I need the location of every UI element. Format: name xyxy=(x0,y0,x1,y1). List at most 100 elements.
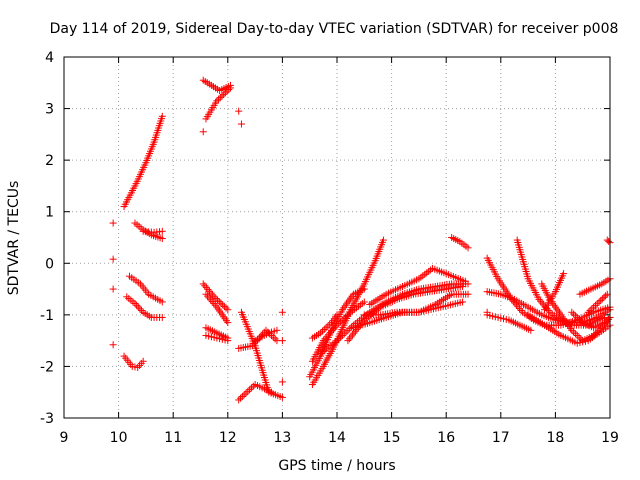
data-point-arc-t xyxy=(317,329,325,337)
data-point-arc-d xyxy=(158,298,166,306)
data-point-arc-t xyxy=(324,322,332,330)
y-tick-label: -1 xyxy=(40,308,54,324)
data-point-arc-s xyxy=(336,318,344,326)
x-tick-label: 14 xyxy=(328,430,346,446)
data-point-arc-i xyxy=(224,306,232,314)
data-point-arc-aj xyxy=(584,308,592,316)
data-point-arc-e xyxy=(134,303,142,311)
data-point-arc-n xyxy=(249,382,257,390)
data-point-arc-s xyxy=(345,310,353,318)
data-point-arc-n xyxy=(247,384,255,392)
data-point-arc-aj xyxy=(600,293,608,301)
x-tick-label: 12 xyxy=(219,430,237,446)
data-point-arc-h xyxy=(220,90,228,98)
x-tick-label: 13 xyxy=(273,430,291,446)
data-point-arc-i xyxy=(210,293,218,301)
chart-title: Day 114 of 2019, Sidereal Day-to-day VTE… xyxy=(50,21,619,37)
data-point-arc-v xyxy=(347,333,355,341)
data-point-arc-ah xyxy=(602,317,610,325)
data-point-arc-h xyxy=(218,92,226,100)
data-point-arc-aj xyxy=(586,307,594,315)
data-point-arc-ah xyxy=(604,315,612,323)
data-point-arc-ae xyxy=(571,330,579,338)
data-point-arc-s xyxy=(342,313,350,321)
data-point-arc-y xyxy=(459,298,467,306)
x-tick-label: 15 xyxy=(383,430,401,446)
x-tick-label: 10 xyxy=(110,430,128,446)
data-point-arc-u xyxy=(340,330,348,338)
data-point-arc-z xyxy=(464,244,472,252)
data-point-arc-q xyxy=(379,236,387,244)
data-points xyxy=(109,76,614,404)
data-point-isolated xyxy=(278,337,286,345)
data-point-arc-u xyxy=(335,335,343,343)
data-point-arc-n xyxy=(240,391,248,399)
data-point-isolated xyxy=(278,308,286,316)
data-point-arc-s xyxy=(340,315,348,323)
data-point-arc-i xyxy=(212,294,220,302)
data-point-arc-t xyxy=(326,320,334,328)
data-point-arc-ah xyxy=(571,312,579,320)
data-point-arc-e xyxy=(138,307,146,315)
data-point-arc-u xyxy=(342,328,350,336)
data-point-arc-i xyxy=(222,304,230,312)
data-point-arc-t xyxy=(333,311,341,319)
data-point-arc-n xyxy=(244,387,252,395)
data-point-isolated xyxy=(235,107,243,115)
data-point-arc-e xyxy=(158,313,166,321)
data-point-arc-aj xyxy=(593,300,601,308)
data-point-arc-o xyxy=(257,332,265,340)
data-point-arc-ak xyxy=(605,237,613,245)
data-point-arc-f xyxy=(139,357,147,365)
data-point-arc-h xyxy=(223,87,231,95)
data-point-arc-v xyxy=(348,331,356,339)
data-point-arc-v xyxy=(459,282,467,290)
data-point-arc-l xyxy=(224,337,232,345)
data-point-arc-s xyxy=(343,312,351,320)
x-tick-label: 11 xyxy=(164,430,182,446)
data-point-arc-u xyxy=(344,326,352,334)
data-point-arc-x xyxy=(464,290,472,298)
y-tick-label: -3 xyxy=(40,411,54,427)
data-point-arc-e xyxy=(136,305,144,313)
data-point-arc-ae xyxy=(575,333,583,341)
data-point-arc-m xyxy=(278,393,286,401)
data-point-arc-i xyxy=(199,280,207,288)
data-point-arc-v xyxy=(345,335,353,343)
x-tick-label: 18 xyxy=(546,430,564,446)
data-point-arc-a xyxy=(158,112,166,120)
data-point-arc-aa xyxy=(516,305,524,313)
data-point-arc-h xyxy=(221,89,229,97)
data-point-arc-n xyxy=(267,388,275,396)
y-tick-label: 0 xyxy=(45,256,54,272)
data-point-arc-s xyxy=(360,298,368,306)
data-point-isolated xyxy=(237,120,245,128)
data-point-arc-e xyxy=(131,300,139,308)
data-point-arc-n xyxy=(238,393,246,401)
data-point-arc-n xyxy=(246,386,254,394)
y-tick-label: -2 xyxy=(40,359,54,375)
data-point-arc-i xyxy=(215,298,223,306)
data-point-arc-aj xyxy=(588,305,596,313)
data-point-arc-i xyxy=(219,301,227,309)
grid xyxy=(64,57,610,418)
data-point-arc-aj xyxy=(591,301,599,309)
plot-frame xyxy=(63,56,611,419)
data-point-isolated xyxy=(109,341,117,349)
data-point-arc-ae xyxy=(570,328,578,336)
data-point-arc-ac xyxy=(527,326,535,334)
data-point-arc-w xyxy=(461,277,469,285)
data-point-arc-h xyxy=(225,86,233,94)
data-point-arc-n xyxy=(235,396,243,404)
data-point-arc-o xyxy=(269,333,277,341)
data-point-arc-i xyxy=(202,284,210,292)
data-point-arc-s xyxy=(338,316,346,324)
data-point-arc-ah xyxy=(568,308,576,316)
data-point-arc-aj xyxy=(590,303,598,311)
data-point-arc-c xyxy=(158,227,166,235)
data-point-arc-b xyxy=(158,235,166,243)
data-point-arc-i xyxy=(214,296,222,304)
data-point-arc-ae xyxy=(573,331,581,339)
